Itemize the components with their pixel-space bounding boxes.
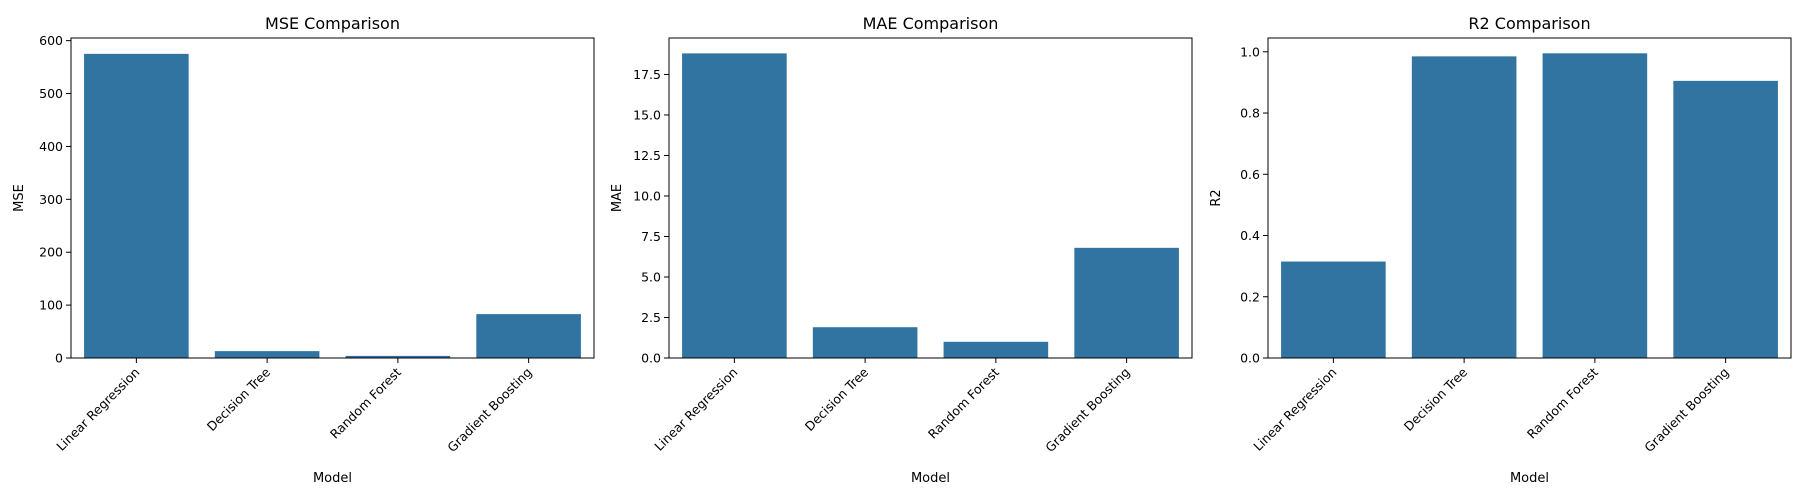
x-tick-label: Gradient Boosting bbox=[1641, 365, 1732, 456]
chart-panel-1: 0 100 200 300 400 500 600 Linear Regression Deci… bbox=[12, 14, 595, 486]
chart-title: MAE Comparison bbox=[863, 14, 999, 33]
x-tick-label: Random Forest bbox=[925, 364, 1002, 441]
y-tick-label: 0.0 bbox=[1240, 351, 1260, 366]
bar-linear-regression bbox=[682, 53, 787, 358]
bar-decision-tree bbox=[812, 327, 918, 358]
bar-gradient-boosting bbox=[1673, 80, 1778, 359]
bar-gradient-boosting bbox=[1074, 247, 1179, 358]
bar-random-forest bbox=[1542, 53, 1648, 359]
bar-linear-regression bbox=[1281, 261, 1386, 358]
x-tick-label: Decision Tree bbox=[204, 364, 274, 434]
y-tick-label: 5.0 bbox=[641, 269, 661, 284]
x-axis-label: Model bbox=[911, 471, 950, 486]
y-tick-label: 0 bbox=[55, 351, 63, 366]
y-tick-label: 0.8 bbox=[1240, 106, 1260, 121]
y-tick-label: 17.5 bbox=[633, 67, 661, 82]
y-tick-label: 2.5 bbox=[641, 310, 661, 325]
y-tick-label: 400 bbox=[39, 139, 63, 154]
y-tick-label: 600 bbox=[39, 33, 63, 48]
x-tick-label: Decision Tree bbox=[1401, 364, 1471, 434]
chart-panel-3: 0.0 0.2 0.4 0.6 0.8 1.0 Linear Regression Decis… bbox=[1209, 14, 1792, 486]
y-tick-label: 0.2 bbox=[1240, 289, 1260, 304]
x-tick-label: Linear Regression bbox=[651, 365, 740, 454]
bar-decision-tree bbox=[214, 351, 320, 358]
bar-linear-regression bbox=[84, 53, 189, 359]
y-axis-label: R2 bbox=[1209, 189, 1224, 206]
y-tick-label: 500 bbox=[39, 86, 63, 101]
chart-title: MSE Comparison bbox=[265, 14, 400, 33]
y-tick-label: 0.4 bbox=[1240, 228, 1260, 243]
y-tick-label: 300 bbox=[39, 192, 63, 207]
y-tick-label: 0.6 bbox=[1240, 167, 1260, 182]
plot-frame bbox=[70, 37, 595, 359]
y-tick-label: 12.5 bbox=[633, 148, 661, 163]
y-axis-label: MAE bbox=[610, 184, 625, 212]
y-tick-label: 15.0 bbox=[633, 107, 661, 122]
y-tick-label: 100 bbox=[39, 298, 63, 313]
x-tick-label: Decision Tree bbox=[802, 364, 872, 434]
y-tick-label: 0.0 bbox=[641, 351, 661, 366]
x-tick-label: Linear Regression bbox=[53, 365, 142, 454]
x-tick-label: Gradient Boosting bbox=[444, 365, 535, 456]
y-tick-label: 10.0 bbox=[633, 188, 661, 203]
plot-frame bbox=[1267, 37, 1792, 359]
chart-title: R2 Comparison bbox=[1468, 14, 1590, 33]
y-tick-label: 7.5 bbox=[641, 229, 661, 244]
y-axis-label: MSE bbox=[12, 184, 27, 212]
y-tick-label: 200 bbox=[39, 245, 63, 260]
x-tick-label: Random Forest bbox=[1524, 364, 1601, 441]
bar-random-forest bbox=[345, 355, 451, 358]
bar-gradient-boosting bbox=[476, 314, 581, 358]
bar-decision-tree bbox=[1411, 56, 1517, 359]
x-tick-label: Linear Regression bbox=[1250, 365, 1339, 454]
x-axis-label: Model bbox=[313, 471, 352, 486]
x-tick-label: Gradient Boosting bbox=[1042, 365, 1133, 456]
x-axis-label: Model bbox=[1510, 471, 1549, 486]
plot-frame bbox=[668, 37, 1193, 359]
x-tick-label: Random Forest bbox=[327, 364, 404, 441]
y-tick-label: 1.0 bbox=[1240, 44, 1260, 59]
bar-random-forest bbox=[943, 341, 1049, 358]
chart-panel-2: 0.0 2.5 5.0 7.5 10.0 12.5 15.0 17.5 Linear Regre… bbox=[610, 14, 1193, 486]
